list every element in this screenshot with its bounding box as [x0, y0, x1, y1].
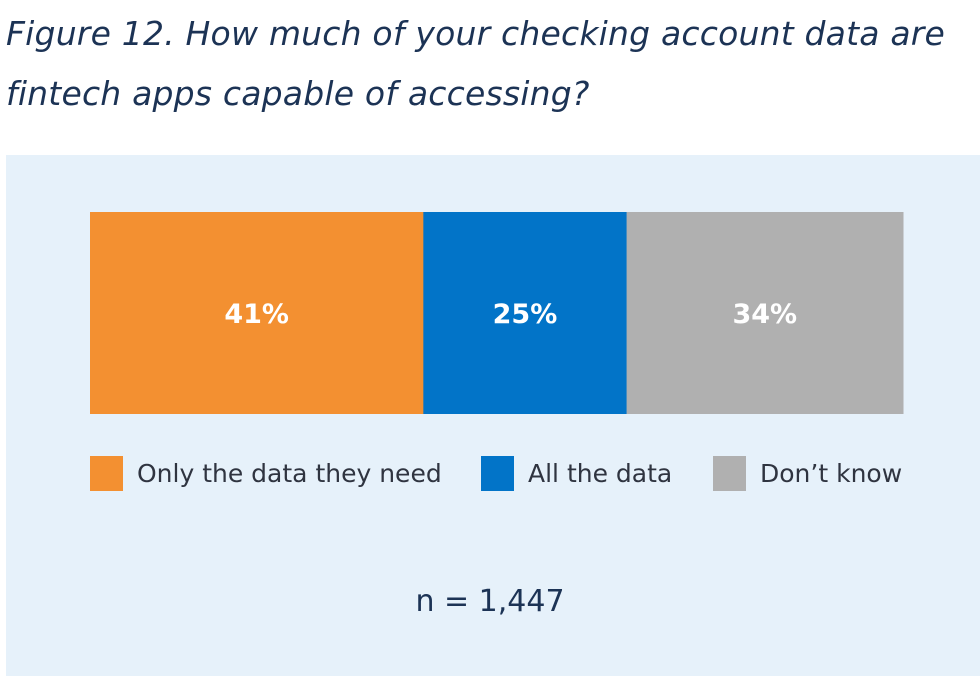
legend-label-dont-know: Don’t know: [760, 458, 903, 488]
chart-title: Figure 12. How much of your checking acc…: [6, 4, 966, 124]
chart-title-line-1: Figure 12. How much of your checking acc…: [6, 14, 946, 53]
legend-item-all-the-data: All the data: [481, 455, 672, 491]
legend-swatch-all-the-data: [481, 455, 514, 491]
sample-size-note: n = 1,447: [415, 584, 565, 619]
chart-title-line-2: fintech apps capable of accessing?: [6, 74, 590, 113]
data-label-dont-know: 34%: [732, 299, 797, 330]
legend-item-only-data-they-need: Only the data they need: [90, 455, 442, 491]
legend-swatch-only-data-they-need: [90, 455, 123, 491]
data-label-only-data-they-need: 41%: [224, 299, 289, 330]
legend-label-all-the-data: All the data: [528, 458, 673, 488]
bar-segment-dont-know: [626, 212, 904, 414]
legend-swatch-dont-know: [713, 455, 746, 491]
legend-label-only-data-they-need: Only the data they need: [137, 458, 442, 488]
data-label-all-the-data: 25%: [493, 299, 558, 330]
bar-segment-all-the-data: [423, 212, 628, 414]
legend-item-dont-know: Don’t know: [713, 455, 902, 491]
bar-segment-only-data-they-need: [90, 212, 424, 414]
